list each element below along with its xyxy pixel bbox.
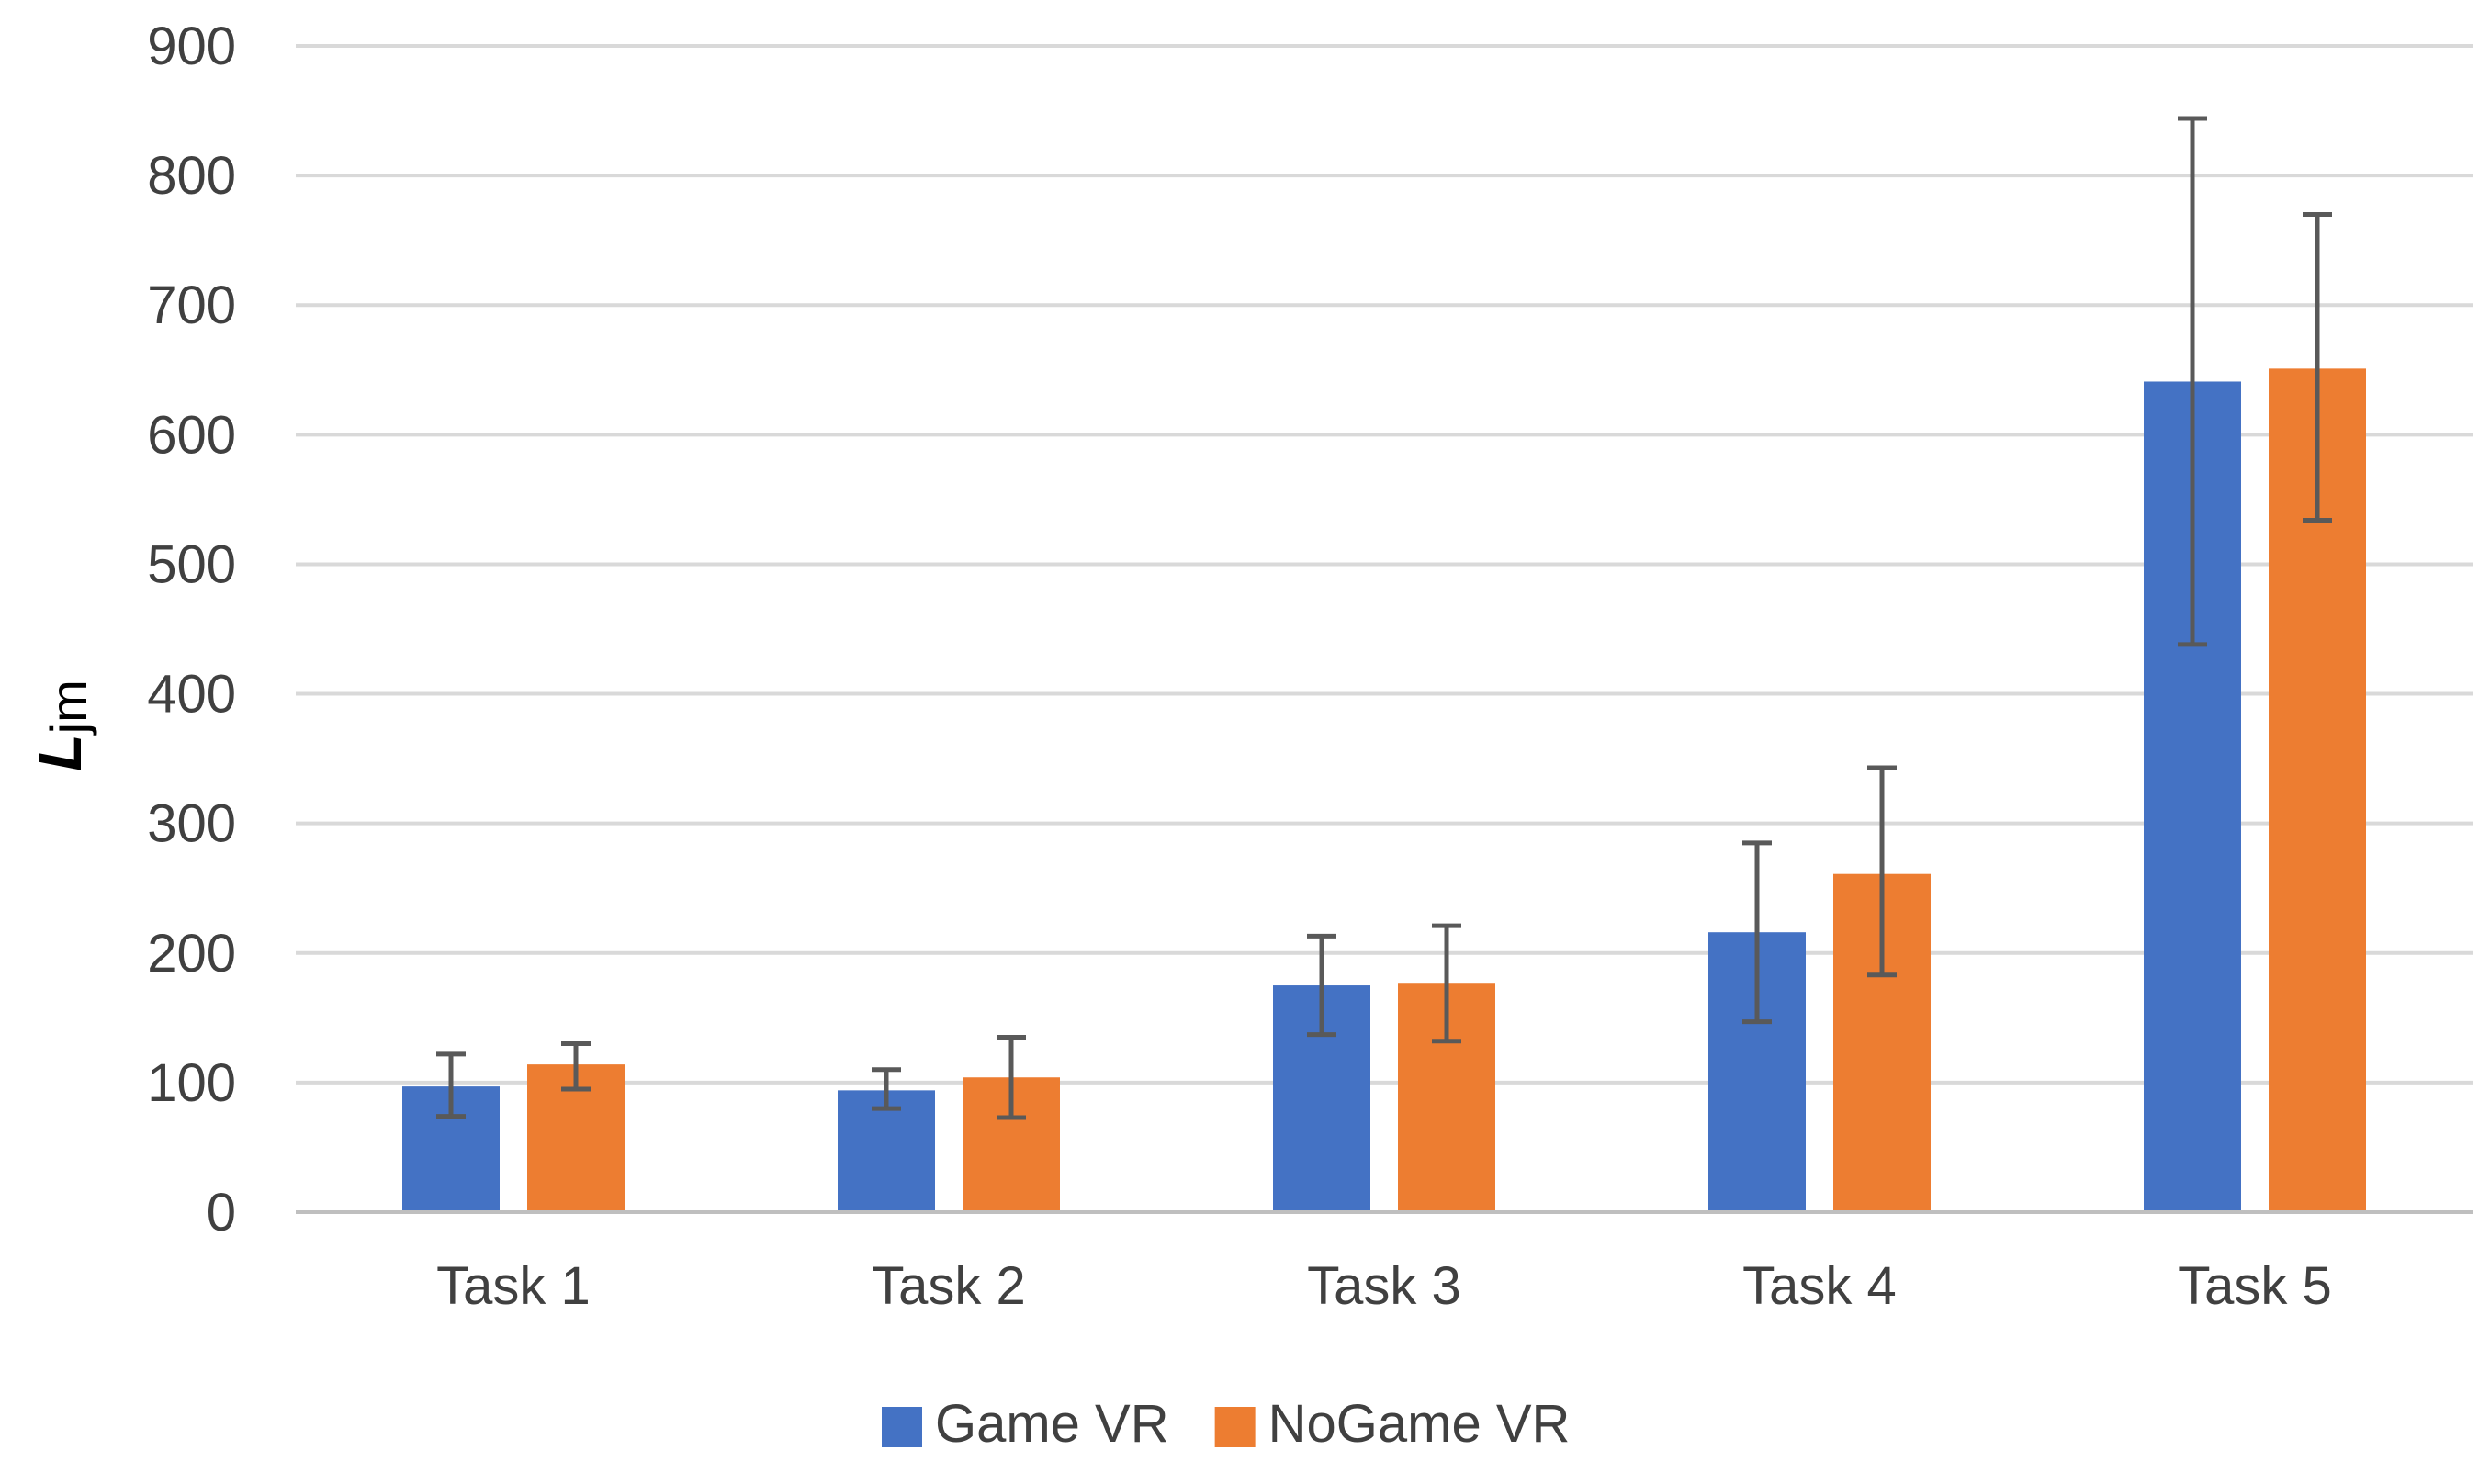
y-axis-ticks: 0 100 200 300 400 500 600 700 800 900 <box>147 17 236 1242</box>
bars <box>402 368 2366 1212</box>
y-axis-title-sub: jm <box>39 680 97 736</box>
y-axis-title: Ljm <box>26 680 97 770</box>
y-tick-label: 0 <box>207 1183 236 1242</box>
x-tick-label: Task 4 <box>1742 1256 1897 1316</box>
y-tick-label: 800 <box>147 146 236 206</box>
y-tick-label: 300 <box>147 794 236 854</box>
x-tick-label: Task 5 <box>2178 1256 2332 1316</box>
y-tick-label: 500 <box>147 534 236 594</box>
y-tick-label: 400 <box>147 665 236 725</box>
legend-swatch <box>882 1407 922 1447</box>
x-tick-label: Task 1 <box>436 1256 591 1316</box>
error-bars <box>436 116 2332 1120</box>
y-tick-label: 600 <box>147 405 236 465</box>
y-tick-label: 700 <box>147 275 236 335</box>
y-tick-label: 100 <box>147 1053 236 1113</box>
legend: Game VR NoGame VR <box>882 1394 1570 1454</box>
legend-swatch <box>1214 1407 1256 1447</box>
x-tick-label: Task 3 <box>1307 1256 1461 1316</box>
legend-label: Game VR <box>935 1394 1169 1454</box>
y-axis-title-main: L <box>26 734 94 770</box>
y-tick-label: 200 <box>147 924 236 984</box>
y-tick-label: 900 <box>147 17 236 76</box>
y-axis-label: Ljm <box>26 680 97 770</box>
gridlines <box>296 44 2473 1085</box>
category-labels: Task 1 Task 2 Task 3 Task 4 Task 5 <box>436 1256 2332 1316</box>
x-tick-label: Task 2 <box>872 1256 1026 1316</box>
legend-label: NoGame VR <box>1268 1394 1571 1454</box>
